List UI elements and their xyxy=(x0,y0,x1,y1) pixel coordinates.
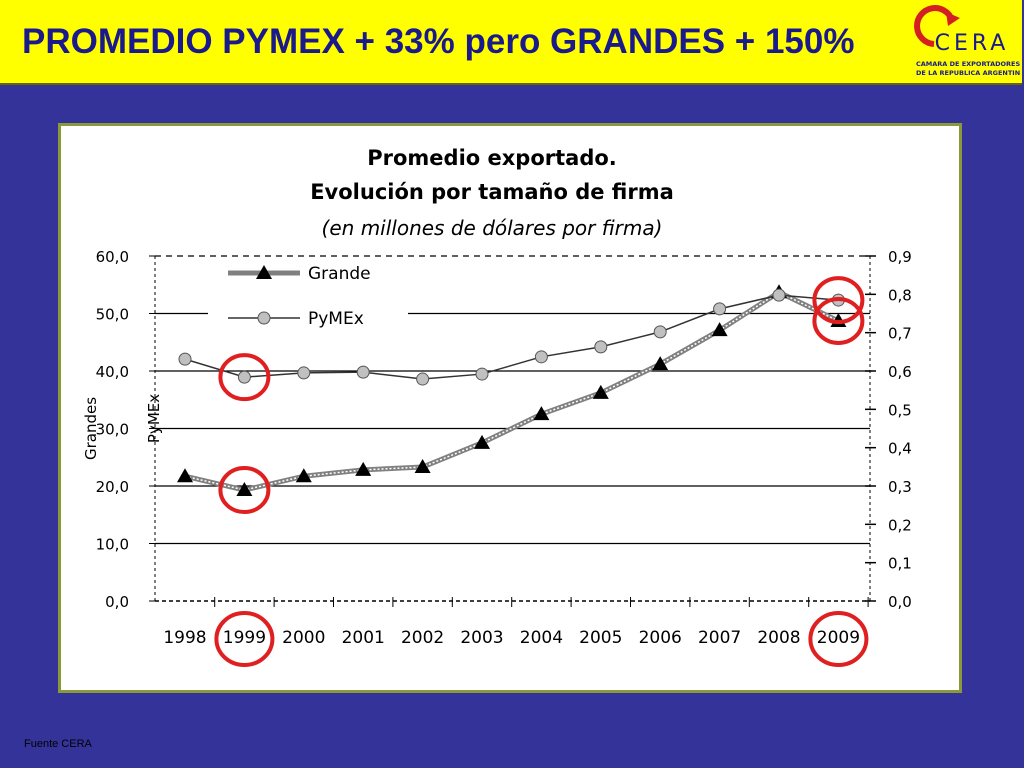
circle-marker xyxy=(416,372,430,386)
y-tick-label: 50,0 xyxy=(96,306,129,324)
y-axis-label: Grandes xyxy=(82,397,100,460)
circle-marker xyxy=(178,352,192,366)
triangle-marker xyxy=(652,356,669,371)
y2-tick-label: 0,0 xyxy=(888,593,912,611)
x-tick-label: 2007 xyxy=(698,628,741,648)
y2-tick-label: 0,9 xyxy=(888,248,912,266)
triangle-marker xyxy=(414,459,431,474)
highlight-circle xyxy=(808,611,869,667)
y2-tick-label: 0,7 xyxy=(888,325,912,343)
y-tick-label: 30,0 xyxy=(96,421,129,439)
circle-marker xyxy=(297,366,311,380)
x-tick-label: 1999 xyxy=(223,628,266,648)
x-tick-label: 2003 xyxy=(460,628,503,648)
legend-marker xyxy=(257,311,271,325)
x-tick-label: 2006 xyxy=(639,628,682,648)
logo-name: CERA xyxy=(935,31,1010,56)
x-tick-label: 2004 xyxy=(520,628,563,648)
circle-marker xyxy=(356,365,370,379)
x-tick-label: 2000 xyxy=(282,628,325,648)
legend-label: Grande xyxy=(308,264,371,284)
triangle-marker xyxy=(355,461,372,476)
chart-subtitle: (en millones de dólares por firma) xyxy=(322,216,663,240)
y2-tick-label: 0,8 xyxy=(888,286,912,304)
circle-marker xyxy=(713,302,727,316)
series-line-inner xyxy=(184,291,839,491)
triangle-marker xyxy=(592,384,609,399)
y2-tick-label: 0,5 xyxy=(888,401,912,419)
highlight-circle xyxy=(812,276,865,325)
slide-title: PROMEDIO PYMEX + 33% pero GRANDES + 150% xyxy=(22,22,855,61)
y2-tick-label: 0,2 xyxy=(888,516,912,534)
x-tick-label: 1998 xyxy=(163,628,206,648)
x-tick-label: 2001 xyxy=(342,628,385,648)
highlight-circle xyxy=(218,353,271,402)
legend-marker xyxy=(256,265,272,279)
y2-tick-label: 0,1 xyxy=(888,555,912,573)
y-tick-label: 0,0 xyxy=(105,593,129,611)
series-line xyxy=(184,294,839,380)
triangle-marker xyxy=(236,482,253,497)
circle-marker xyxy=(594,340,608,354)
y2-tick-label: 0,4 xyxy=(888,440,912,458)
triangle-marker xyxy=(474,434,490,449)
x-tick-label: 2008 xyxy=(757,628,800,648)
legend-label: PyMEx xyxy=(308,309,364,329)
circle-marker xyxy=(475,367,489,381)
circle-marker xyxy=(653,325,667,339)
circle-marker xyxy=(772,288,786,302)
x-tick-label: 2005 xyxy=(579,628,622,648)
chart-title: Promedio exportado. xyxy=(367,146,617,170)
y2-axis-label: PyMEx xyxy=(145,394,163,443)
logo-arrow xyxy=(946,12,960,26)
logo-subtitle: CAMARA DE EXPORTADORES xyxy=(916,60,1020,68)
logo-subtitle: DE LA REPUBLICA ARGENTINA xyxy=(916,69,1020,77)
chart: Promedio exportado. Evolución por tamaño … xyxy=(58,123,962,693)
y-tick-label: 40,0 xyxy=(96,363,129,381)
logo-arc xyxy=(914,5,955,47)
y2-tick-label: 0,6 xyxy=(888,363,912,381)
chart-title: Evolución por tamaño de firma xyxy=(310,180,674,204)
y2-tick-label: 0,3 xyxy=(888,478,912,496)
source-note: Fuente CERA xyxy=(24,738,92,750)
y-tick-label: 60,0 xyxy=(96,248,129,266)
logo: CERA CAMARA DE EXPORTADORES DE LA REPUBL… xyxy=(914,5,1020,77)
highlight-circle xyxy=(218,466,271,515)
circle-marker xyxy=(534,350,548,364)
highlight-circle xyxy=(214,611,275,667)
x-tick-label: 2002 xyxy=(401,628,444,648)
circle-marker xyxy=(237,370,251,384)
highlight-circle xyxy=(812,296,865,345)
header: PROMEDIO PYMEX + 33% pero GRANDES + 150%… xyxy=(0,0,1022,85)
y-tick-label: 20,0 xyxy=(96,478,129,496)
triangle-marker xyxy=(533,406,550,421)
triangle-marker xyxy=(295,468,312,483)
y-tick-label: 10,0 xyxy=(96,536,129,554)
x-tick-label: 2009 xyxy=(817,628,860,648)
triangle-marker xyxy=(711,322,728,337)
chart-frame xyxy=(58,123,962,693)
triangle-marker xyxy=(177,468,193,483)
